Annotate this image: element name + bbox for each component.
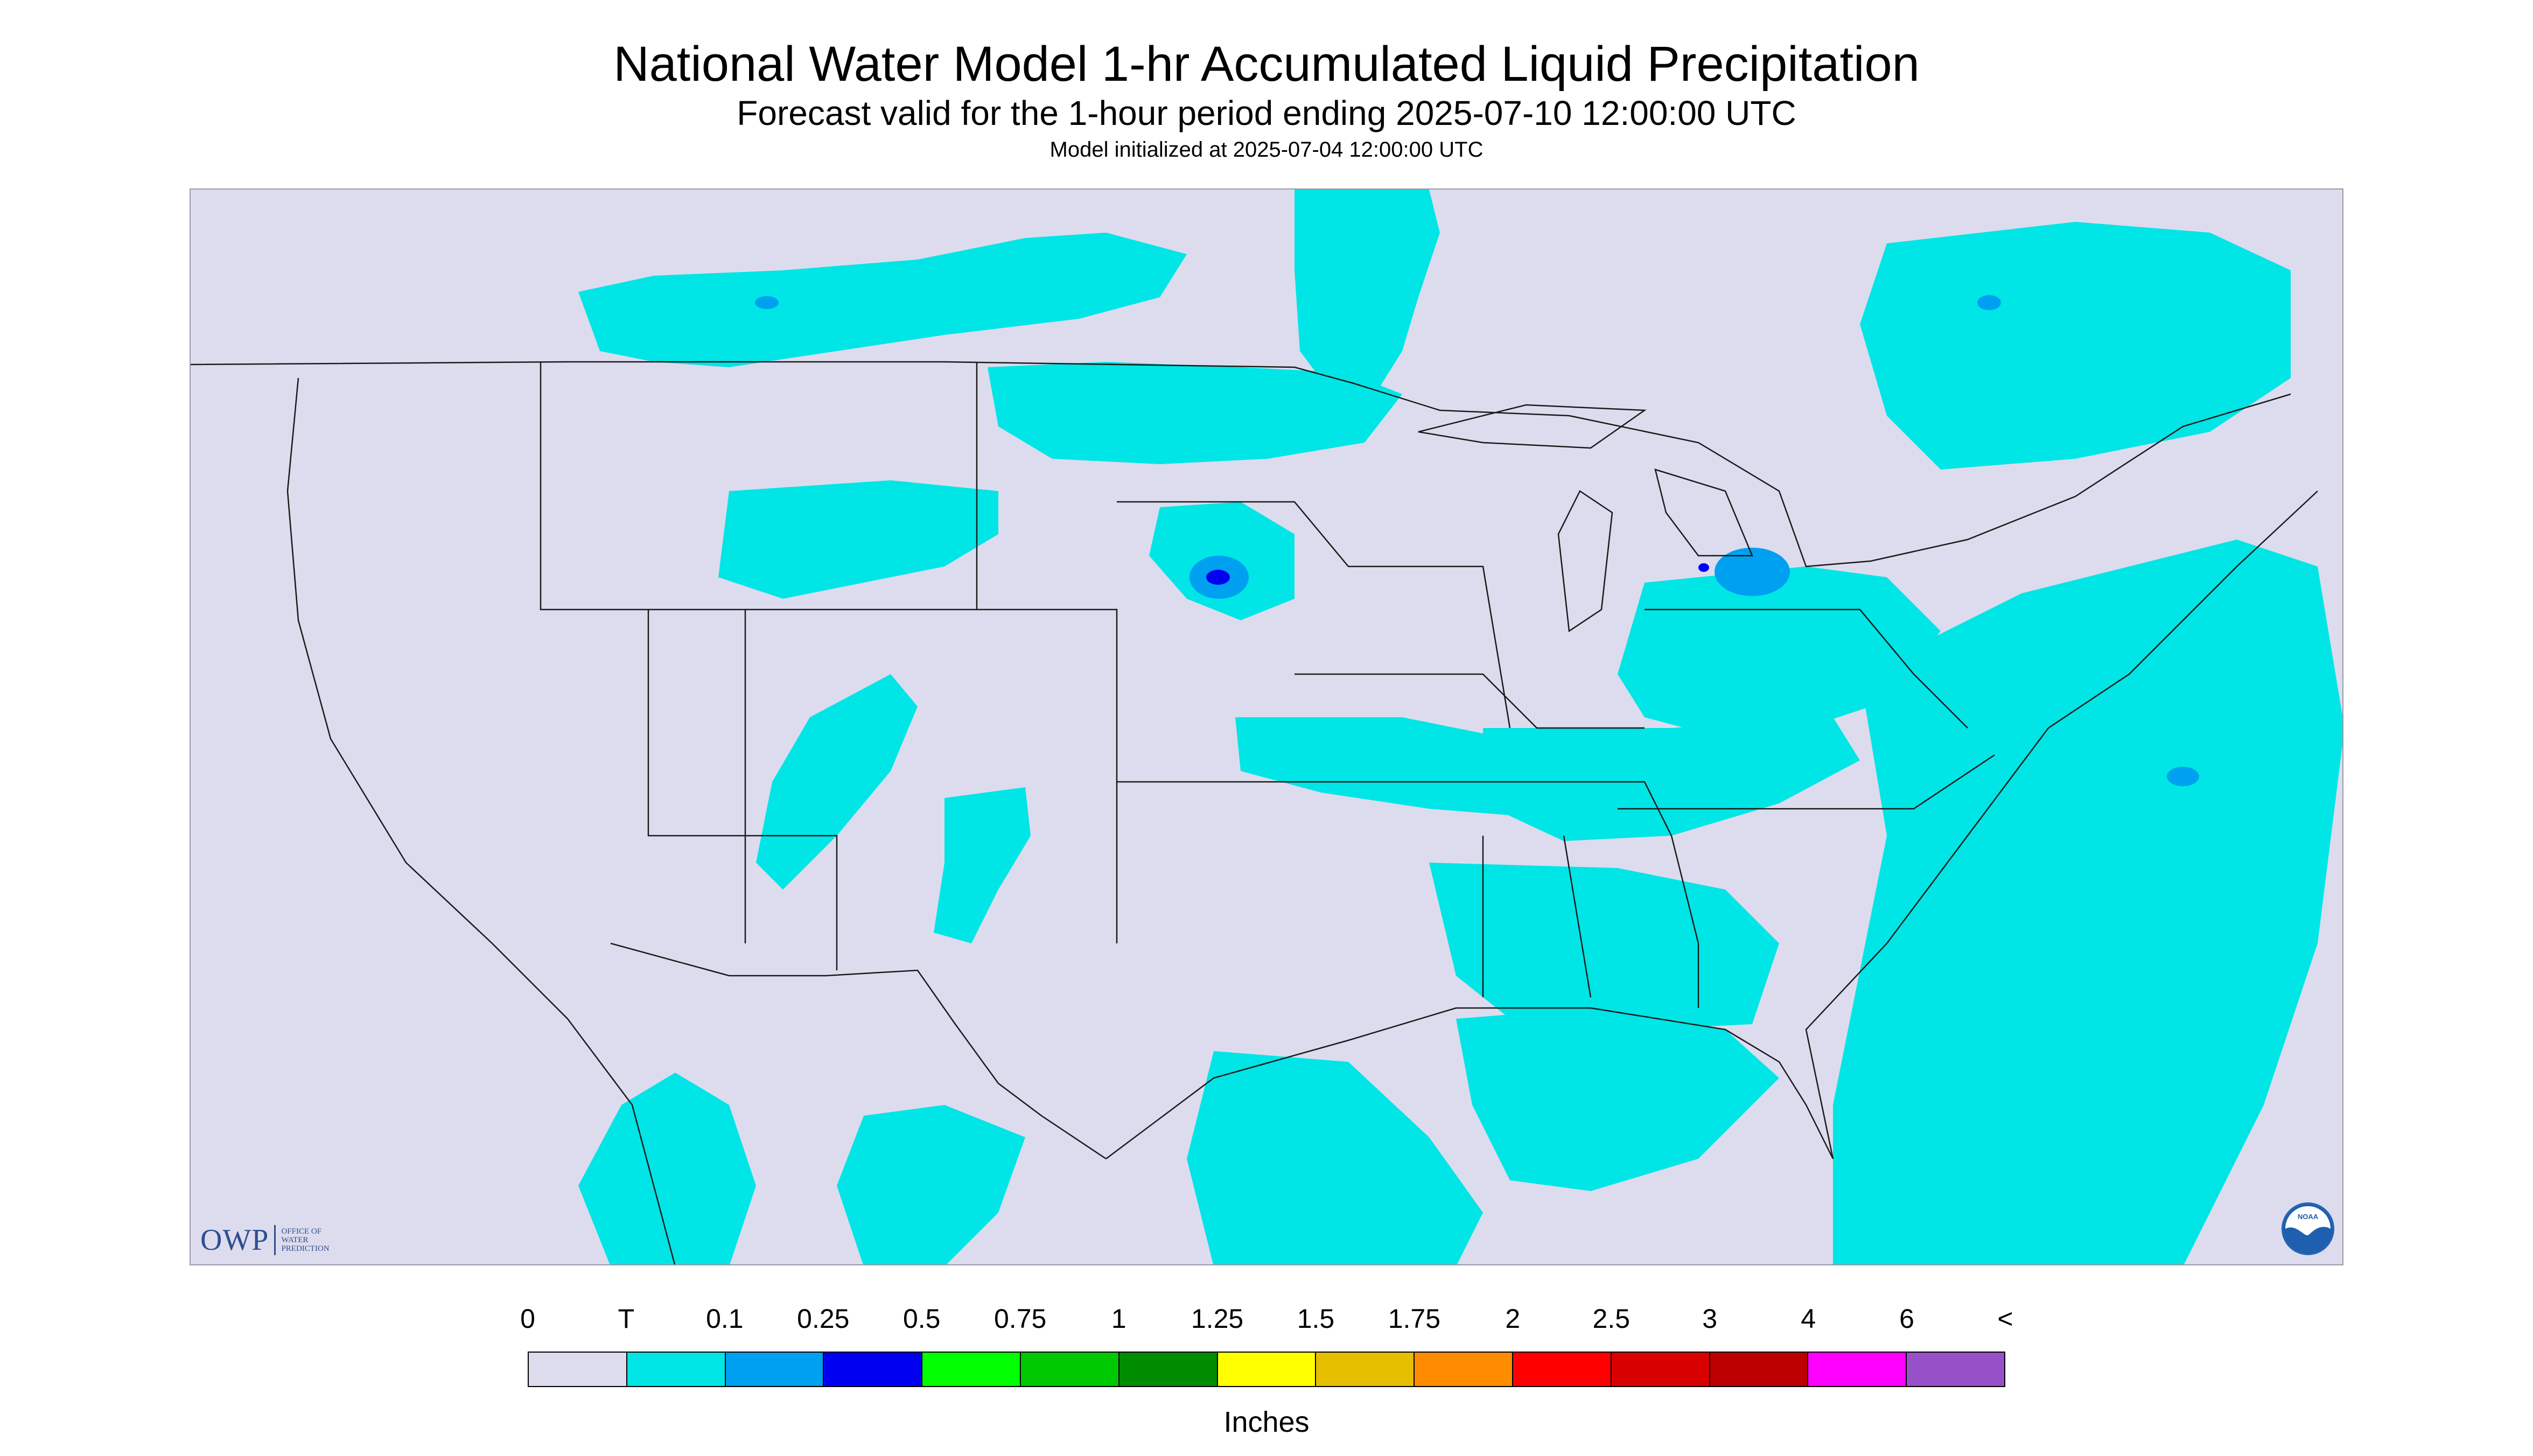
legend-label: 1.25 — [1191, 1304, 1244, 1334]
lake-michigan — [1557, 490, 1613, 633]
legend-label: < — [1997, 1304, 2013, 1334]
precip-peak-areas — [1206, 563, 1709, 585]
us-canada-border — [191, 361, 2291, 568]
svg-text:NOAA: NOAA — [2298, 1213, 2319, 1221]
legend-label: 1.75 — [1388, 1304, 1441, 1334]
precip-area-new-mexico — [934, 787, 1031, 943]
precip-core-quebec — [1977, 295, 2001, 310]
state-line-8 — [1645, 608, 1968, 729]
precip-area-montana — [718, 480, 998, 599]
precip-core-areas — [755, 295, 2199, 786]
legend-label: 0.1 — [706, 1304, 744, 1334]
legend-swatch — [627, 1353, 726, 1386]
legend-label: 6 — [1899, 1304, 1914, 1334]
map-title: National Water Model 1-hr Accumulated Li… — [613, 37, 1920, 92]
legend-label: 2 — [1505, 1304, 1521, 1334]
owp-logo-text: OWP — [200, 1223, 269, 1257]
west-coast — [286, 377, 676, 1264]
legend-swatch — [1217, 1353, 1317, 1386]
owp-subtext-line: WATER — [281, 1236, 309, 1244]
legend-label: 1.5 — [1297, 1304, 1335, 1334]
state-line-5 — [1117, 781, 1699, 1008]
state-line-2 — [745, 608, 1118, 943]
legend-swatch — [1415, 1353, 1513, 1386]
precip-area-ohio-valley — [1483, 717, 1860, 841]
noaa-logo: NOAA — [2282, 1202, 2334, 1255]
legend-label: 2.5 — [1592, 1304, 1631, 1334]
legend-colorbar — [528, 1352, 2005, 1387]
precip-peak-south-dakota — [1206, 570, 1230, 585]
legend-label: 4 — [1801, 1304, 1816, 1334]
legend-label: T — [618, 1304, 635, 1334]
legend-swatch — [1119, 1353, 1218, 1386]
precip-area-mexico-east — [837, 1105, 1025, 1264]
precip-peak-michigan — [1698, 563, 1709, 572]
legend-swatch — [824, 1353, 923, 1386]
map-subtitle: Forecast valid for the 1-hour period end… — [737, 94, 1796, 132]
legend-swatch — [1611, 1353, 1710, 1386]
legend-label: 0.5 — [902, 1304, 941, 1334]
legend-swatch — [1513, 1353, 1612, 1386]
state-line-7 — [647, 610, 838, 970]
us-mexico-border — [610, 942, 1107, 1160]
state-line-11 — [1618, 754, 1995, 810]
lake-superior — [1418, 404, 1647, 449]
precip-trace-areas — [578, 190, 2342, 1264]
state-line-10 — [1563, 835, 1592, 998]
state-line-1 — [540, 362, 746, 943]
precipitation-map — [190, 188, 2343, 1265]
legend-swatch — [1020, 1353, 1119, 1386]
precip-area-gulf-of-mexico — [1187, 1051, 1483, 1264]
state-line-4 — [1117, 501, 1511, 729]
owp-subtext-line: PREDICTION — [281, 1244, 330, 1253]
legend-swatch — [529, 1353, 627, 1386]
owp-logo-divider — [274, 1225, 276, 1255]
precip-area-gulf-coast — [1456, 1008, 1779, 1191]
owp-logo-subtext: OFFICE OF WATER PREDICTION — [281, 1227, 329, 1253]
gulf-coast — [1105, 491, 2318, 1159]
legend-units: Inches — [1223, 1406, 1310, 1438]
legend-label: 0.25 — [797, 1304, 850, 1334]
legend-swatch — [922, 1353, 1021, 1386]
legend-swatch — [725, 1353, 824, 1386]
precip-core-michigan — [1715, 548, 1790, 596]
precip-area-ontario — [1295, 190, 1440, 394]
legend-label: 1 — [1111, 1304, 1126, 1334]
precip-area-mexico-west — [578, 1073, 756, 1264]
precip-core-atlantic — [2167, 767, 2199, 786]
owp-subtext-line: OFFICE OF — [281, 1227, 322, 1236]
legend-label: 3 — [1702, 1304, 1718, 1334]
color-legend: 0 T 0.1 0.25 0.5 0.75 1 1.25 1.5 1.75 2 2.5 3 4 6 < Inc… — [520, 1303, 2013, 1438]
legend-swatch — [1316, 1353, 1415, 1386]
lake-huron — [1654, 468, 1753, 557]
model-init-note: Model initialized at 2025-07-04 12:00:00… — [1049, 138, 1484, 162]
precip-area-southeast — [1429, 863, 1779, 1030]
owp-logo: OWP OFFICE OF WATER PREDICTION — [200, 1221, 330, 1259]
map-canvas — [191, 190, 2342, 1264]
domain-edge-left — [191, 190, 470, 1264]
precip-area-northern-plains — [578, 233, 1187, 367]
legend-swatch — [1808, 1353, 1907, 1386]
legend-label: 0 — [520, 1304, 535, 1334]
state-line-6 — [1295, 673, 1645, 729]
legend-label: 0.75 — [993, 1304, 1047, 1334]
legend-swatch — [1710, 1353, 1809, 1386]
political-boundaries — [191, 361, 2318, 1264]
legend-swatch — [1907, 1353, 2004, 1386]
precip-area-quebec — [1860, 222, 2291, 470]
precip-area-dakotas — [988, 362, 1402, 464]
precip-core-montana — [755, 296, 779, 309]
